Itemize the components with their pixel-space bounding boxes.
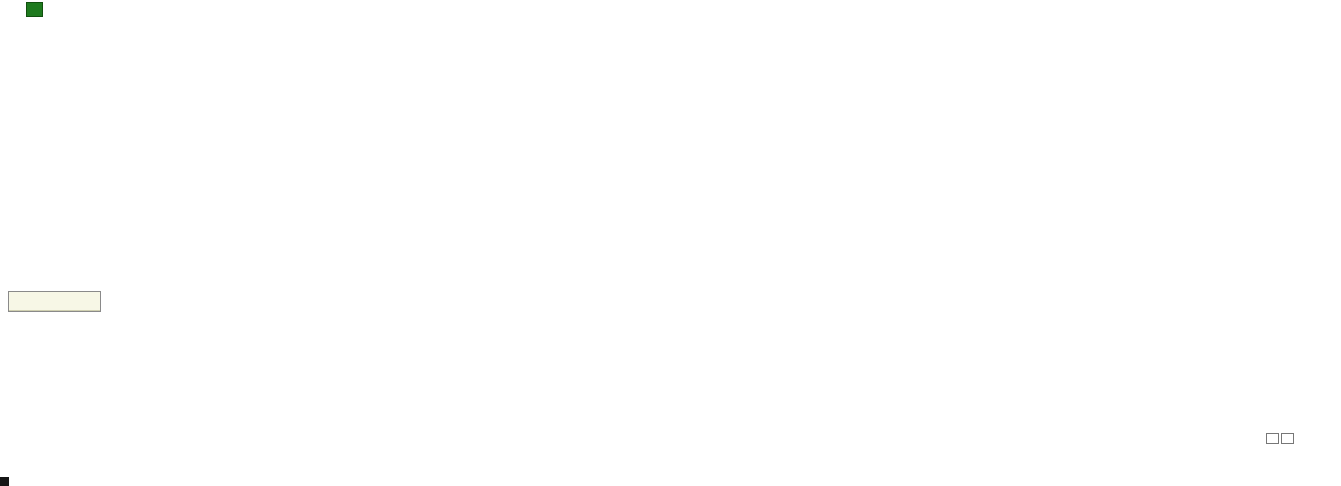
time-axis[interactable]: [0, 457, 1341, 486]
data-tooltip: [8, 291, 101, 312]
price-axis[interactable]: [1297, 0, 1341, 457]
chart-header: [26, 2, 71, 17]
instrument-type-badge: [26, 2, 43, 17]
rsi-close-button[interactable]: [1281, 433, 1294, 444]
rsi-restore-button[interactable]: [1266, 433, 1279, 444]
rsi-window-buttons: [1266, 433, 1294, 444]
tooltip-date: [9, 292, 100, 311]
corner-resize-box: [0, 477, 9, 486]
